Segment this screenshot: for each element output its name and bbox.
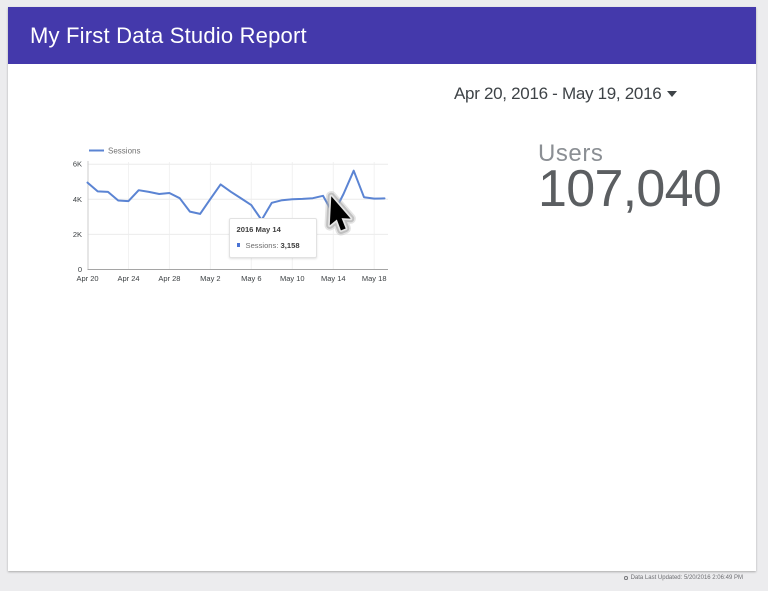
svg-text:0: 0 — [78, 265, 82, 274]
svg-text:May 18: May 18 — [362, 274, 387, 283]
svg-text:Sessions: Sessions — [108, 147, 140, 156]
svg-text:Apr 20: Apr 20 — [76, 274, 98, 283]
svg-text:4K: 4K — [73, 195, 82, 204]
svg-text:May 6: May 6 — [241, 274, 261, 283]
svg-text:Apr 24: Apr 24 — [117, 274, 139, 283]
svg-text:2K: 2K — [73, 230, 82, 239]
svg-text:May 14: May 14 — [321, 274, 346, 283]
svg-text:May 2: May 2 — [200, 274, 220, 283]
svg-text:Apr 28: Apr 28 — [158, 274, 180, 283]
svg-text:May 10: May 10 — [280, 274, 305, 283]
svg-text:6K: 6K — [73, 160, 82, 169]
